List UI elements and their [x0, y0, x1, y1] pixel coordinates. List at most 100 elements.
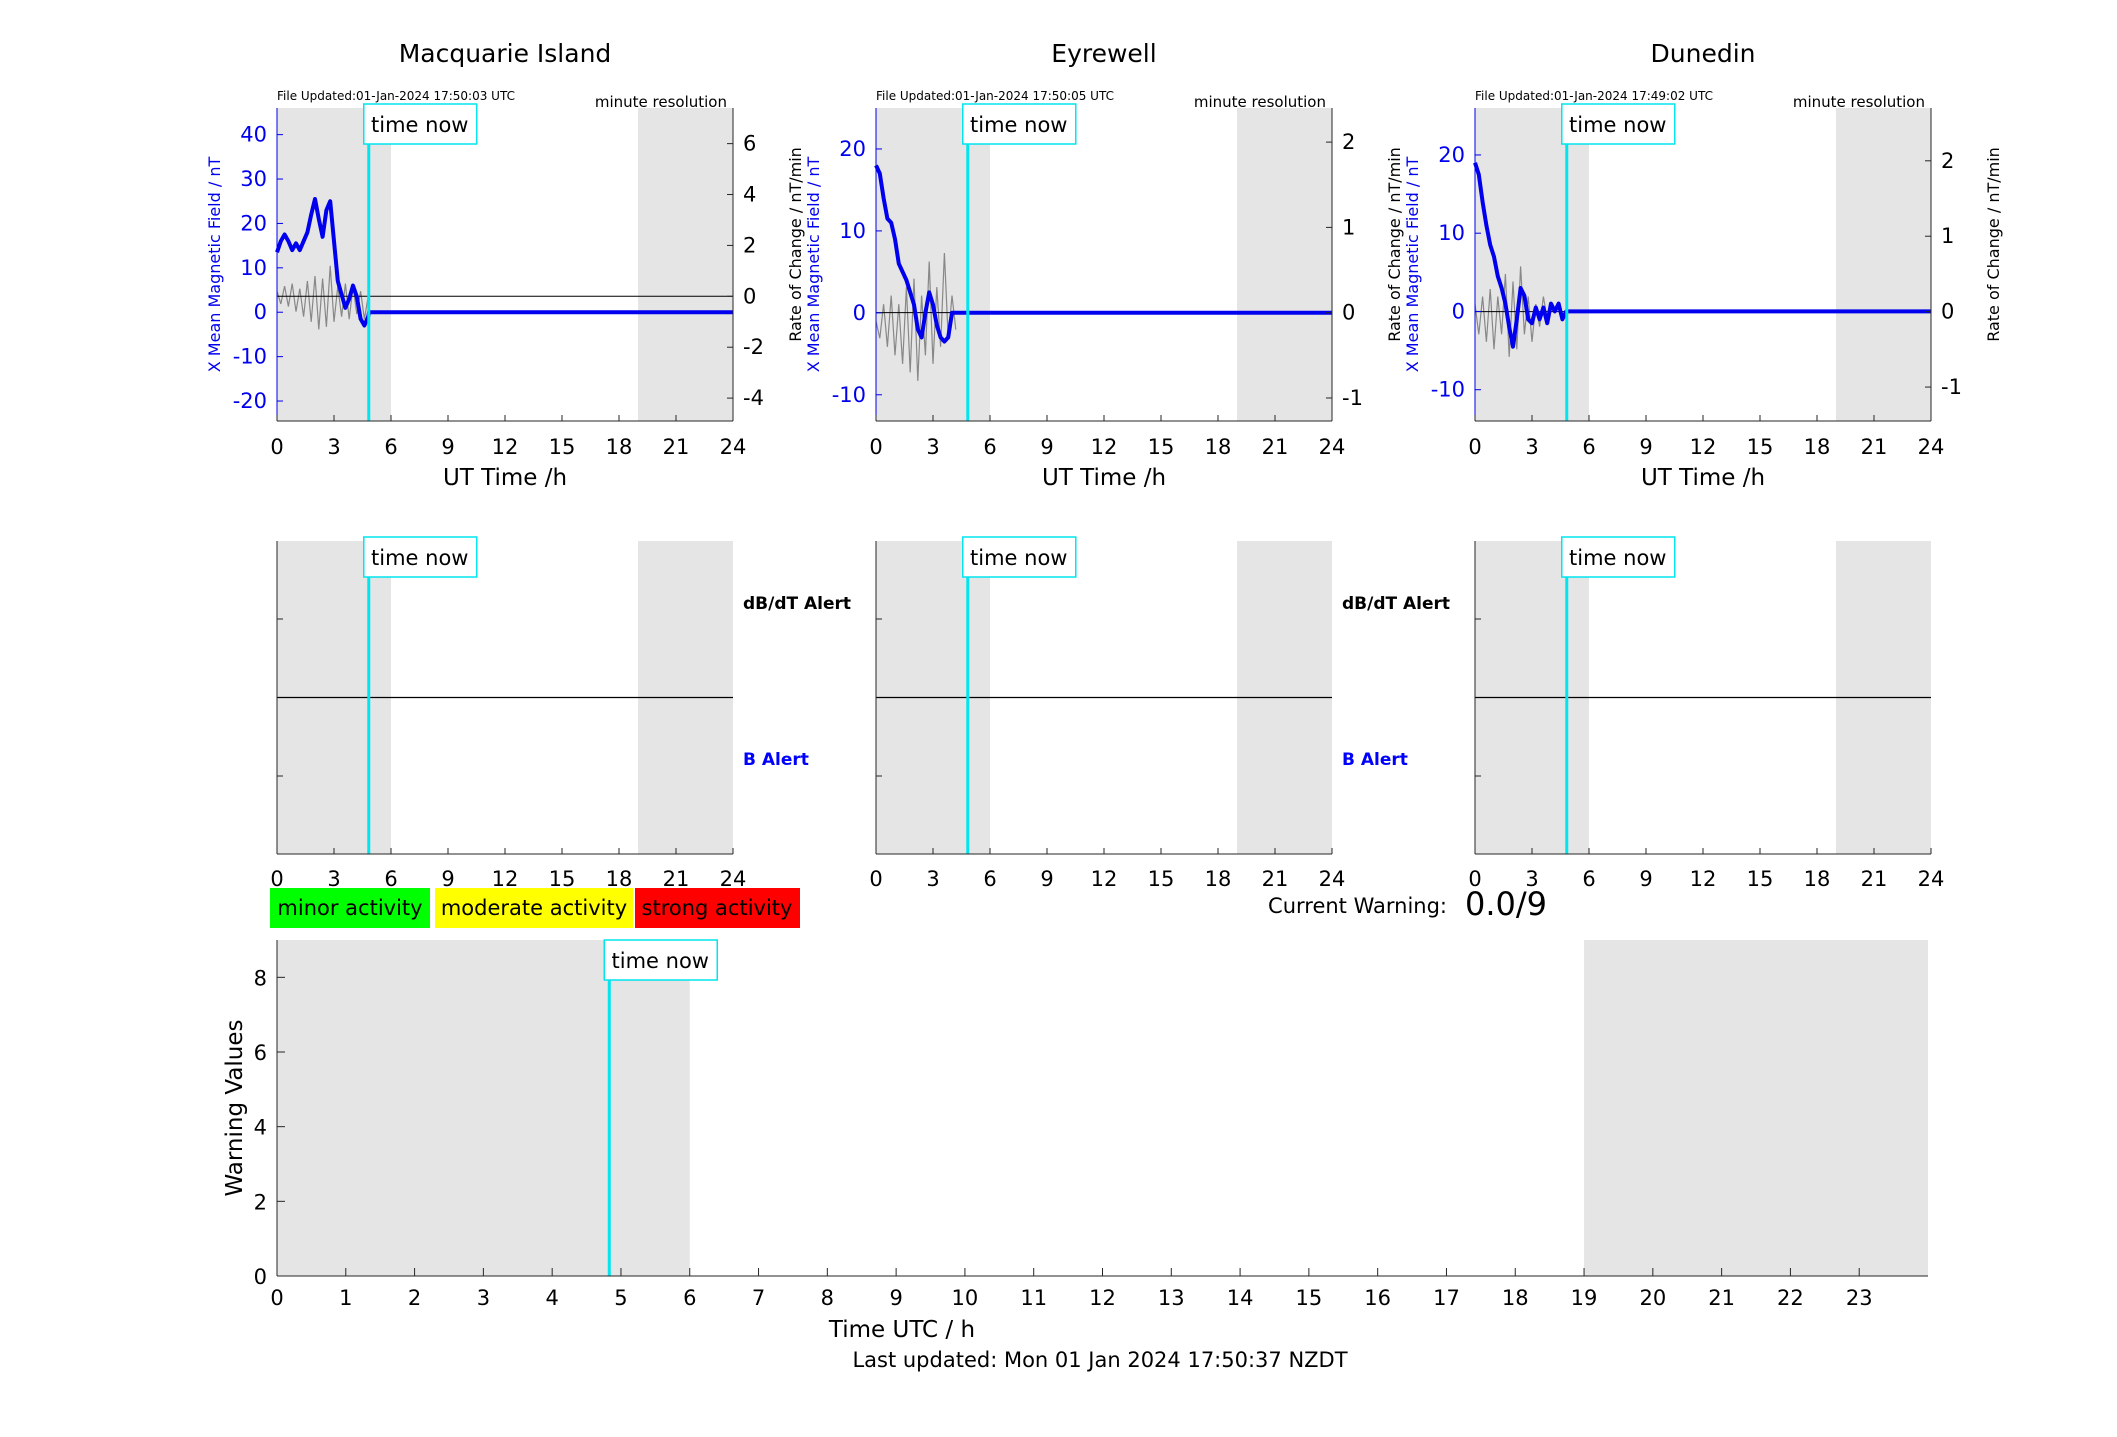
x-axis-label: Time UTC / h: [828, 1317, 975, 1343]
last-updated: Last updated: Mon 01 Jan 2024 17:50:37 N…: [852, 1348, 1347, 1372]
x-tick-label: 6: [384, 867, 397, 891]
x-tick-label: 12: [1690, 435, 1717, 459]
x-tick-label: 0: [270, 1286, 283, 1310]
x-tick-label: 21: [663, 867, 690, 891]
legend-strong-label: strong activity: [642, 896, 793, 920]
night-shading: [277, 108, 391, 421]
x-tick-label: 3: [327, 435, 340, 459]
left-tick-label: 20: [1438, 143, 1465, 167]
time-now-box: [1561, 536, 1676, 578]
right-tick-label: 6: [743, 132, 756, 156]
x-tick-label: 6: [983, 867, 996, 891]
x-tick-label: 22: [1777, 1286, 1804, 1310]
night-shading: [1237, 108, 1332, 421]
x-tick-label: 0: [869, 435, 882, 459]
x-tick-label: 18: [1205, 867, 1232, 891]
station-field-panels: Macquarie Island File Updated:01-Jan-2024…: [205, 39, 2003, 491]
right-tick-label: 1: [1342, 215, 1355, 239]
x-tick-label: 9: [441, 867, 454, 891]
right-tick-label: -2: [743, 335, 764, 359]
right-tick-label: 0: [1342, 301, 1355, 325]
x-tick-label: 7: [752, 1286, 765, 1310]
x-tick-label: 18: [1502, 1286, 1529, 1310]
x-tick-label: 23: [1846, 1286, 1873, 1310]
field-line: [275, 197, 733, 328]
left-axis-label: X Mean Magnetic Field / nT: [804, 157, 823, 373]
night-shading: [638, 108, 733, 421]
time-now-box: [962, 103, 1077, 145]
x-tick-label: 12: [492, 435, 519, 459]
x-tick-label: 15: [1148, 435, 1175, 459]
right-tick-label: -4: [743, 386, 764, 410]
right-tick-label: 2: [743, 233, 756, 257]
night-shading: [876, 108, 990, 421]
time-now-box: [363, 536, 478, 578]
dbdt-alert-label: dB/dT Alert: [743, 594, 851, 614]
right-tick-label: 1: [1941, 224, 1954, 248]
y-tick-label: 0: [254, 1265, 267, 1289]
file-updated-text: File Updated:01-Jan-2024 17:49:02 UTC: [1475, 89, 1713, 103]
b-alert-label: B Alert: [1342, 750, 1408, 770]
x-tick-label: 9: [1639, 435, 1652, 459]
left-tick-label: 10: [1438, 221, 1465, 245]
x-tick-label: 24: [1918, 867, 1945, 891]
x-tick-label: 20: [1639, 1286, 1666, 1310]
left-tick-label: -10: [832, 383, 866, 407]
station-title: Eyrewell: [1051, 39, 1156, 68]
x-tick-label: 21: [1262, 435, 1289, 459]
x-tick-label: 6: [983, 435, 996, 459]
station-title: Macquarie Island: [399, 39, 612, 68]
x-tick-label: 21: [1708, 1286, 1735, 1310]
x-tick-label: 12: [1690, 867, 1717, 891]
time-now-label: time now: [612, 949, 709, 973]
alert-panel-eyrewell: time now 0 3 6 9 12 15 18 21 24 dB/dT Alert B Alert: [869, 536, 1450, 891]
legend-moderate-swatch: [435, 888, 633, 928]
time-now-box: [1561, 103, 1676, 145]
x-tick-label: 16: [1364, 1286, 1391, 1310]
dbdt-alert-label: dB/dT Alert: [1342, 594, 1450, 614]
right-tick-label: 2: [1941, 149, 1954, 173]
x-tick-label: 21: [1262, 867, 1289, 891]
right-axis-label: Rate of Change / nT/min: [1385, 147, 1404, 342]
x-tick-label: 21: [1861, 435, 1888, 459]
left-tick-label: 20: [240, 211, 267, 235]
left-tick-label: -10: [1431, 378, 1465, 402]
current-warning-label: Current Warning:: [1268, 894, 1447, 918]
file-updated-text: File Updated:01-Jan-2024 17:50:05 UTC: [876, 89, 1114, 103]
x-tick-label: 21: [663, 435, 690, 459]
x-tick-label: 0: [270, 867, 283, 891]
current-warning-value: 0.0/9: [1465, 885, 1547, 923]
x-tick-label: 12: [1091, 435, 1118, 459]
time-now-label: time now: [1569, 546, 1666, 570]
time-now-label: time now: [1569, 113, 1666, 137]
x-tick-label: 6: [384, 435, 397, 459]
x-tick-label: 0: [1468, 435, 1481, 459]
left-axis-label: X Mean Magnetic Field / nT: [205, 157, 224, 373]
night-shading: [1475, 108, 1589, 421]
left-tick-label: 0: [1452, 299, 1465, 323]
alert-panel-macquarie-island: time now 0 3 6 9 12 15 18 21 24 dB/dT Alert B Alert: [270, 536, 851, 891]
x-tick-label: 18: [606, 867, 633, 891]
left-axis-label: X Mean Magnetic Field / nT: [1403, 157, 1422, 373]
x-tick-label: 15: [1296, 1286, 1323, 1310]
x-tick-label: 18: [1804, 435, 1831, 459]
resolution-text: minute resolution: [595, 93, 727, 111]
right-axis-label: Rate of Change / nT/min: [1984, 147, 2003, 342]
x-tick-label: 3: [926, 867, 939, 891]
x-tick-label: 12: [492, 867, 519, 891]
x-tick-label: 6: [683, 1286, 696, 1310]
left-tick-label: 0: [254, 300, 267, 324]
y-axis-label: Warning Values: [222, 1019, 248, 1196]
x-tick-label: 10: [952, 1286, 979, 1310]
x-axis-label: UT Time /h: [1641, 465, 1765, 491]
left-tick-label: 30: [240, 167, 267, 191]
station-panel-dunedin: Dunedin File Updated:01-Jan-2024 17:49:02…: [1403, 39, 2003, 491]
y-tick-label: 4: [254, 1116, 267, 1140]
x-tick-label: 0: [869, 867, 882, 891]
x-tick-label: 3: [327, 867, 340, 891]
y-tick-label: 8: [254, 966, 267, 990]
left-tick-label: 10: [240, 256, 267, 280]
x-tick-label: 3: [1525, 867, 1538, 891]
right-tick-label: 2: [1342, 130, 1355, 154]
